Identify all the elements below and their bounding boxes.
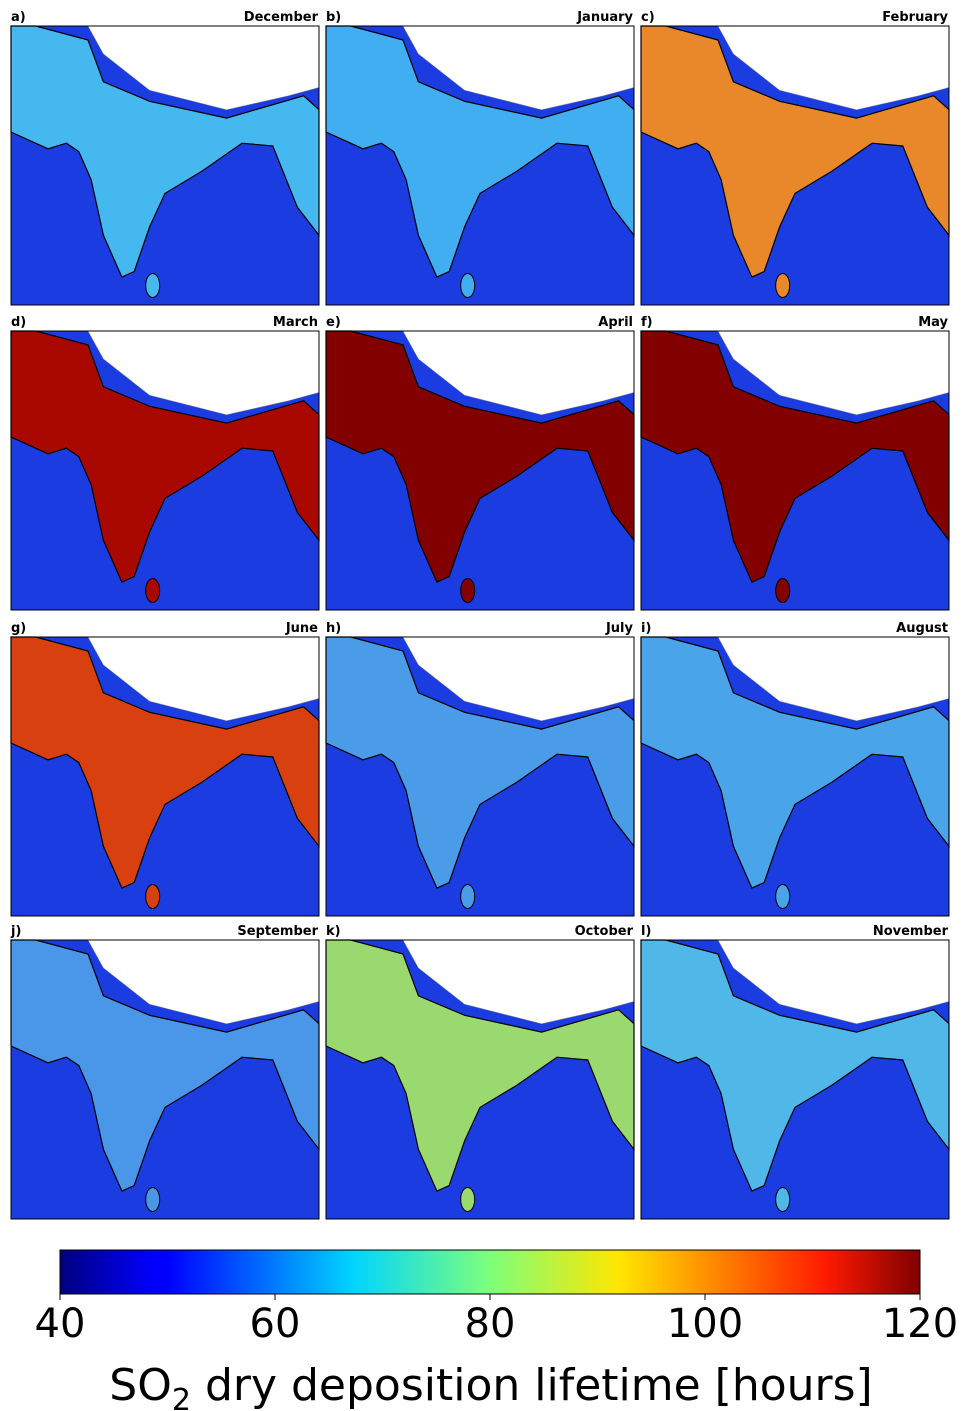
tick-label: 120 [882,1301,958,1347]
panel-letter: h) [326,621,341,636]
panel-letter: i) [641,621,651,636]
map-panel: b) January [326,10,634,305]
panel-month: July [605,621,634,636]
panel-letter: e) [326,315,341,330]
map-panel: f) May [641,315,949,610]
panel-letter: l) [641,924,651,939]
figure: a) December b) January c) February d) March e) Ap… [0,0,967,1411]
panel-month: March [273,315,318,330]
island [146,1187,160,1211]
map-panel: i) August [641,621,949,916]
island [146,884,160,908]
panel-letter: d) [11,315,26,330]
island [776,578,790,602]
map-panel: e) April [326,315,634,610]
colorbar-label: SO2 dry deposition lifetime [hours] [109,1360,872,1411]
tick-label: 40 [35,1301,86,1347]
island [146,578,160,602]
map-panel: l) November [641,924,949,1219]
panel-month: August [896,621,948,636]
map-panel: k) October [326,924,634,1219]
island [776,884,790,908]
map-panel: d) March [11,315,319,610]
map-panel: j) September [10,924,319,1219]
island [776,273,790,297]
panel-letter: b) [326,10,341,25]
tick-label: 80 [465,1301,516,1347]
panel-month: September [237,924,318,939]
panel-month: October [575,924,634,939]
label-part: SO [109,1360,172,1411]
colorbar [60,1250,920,1294]
island [461,273,475,297]
island [461,884,475,908]
panel-month: December [244,10,319,25]
map-panel: g) June [11,621,319,916]
map-panel: a) December [11,10,319,305]
map-panel: h) July [326,621,634,916]
tick-label: 100 [667,1301,743,1347]
panel-month: April [598,315,633,330]
panel-letter: c) [641,10,655,25]
panel-month: January [576,10,633,25]
panel-month: February [882,10,948,25]
label-part: 2 [172,1383,191,1411]
panel-month: November [873,924,949,939]
panel-letter: j) [10,924,21,939]
panel-month: June [285,621,318,636]
label-part: dry deposition lifetime [hours] [191,1360,873,1411]
island [146,273,160,297]
panel-letter: g) [11,621,26,636]
map-panel: c) February [641,10,949,305]
island [776,1187,790,1211]
panel-month: May [918,315,948,330]
tick-label: 60 [250,1301,301,1347]
panel-letter: f) [641,315,653,330]
panel-letter: a) [11,10,26,25]
island [461,1187,475,1211]
island [461,578,475,602]
panel-letter: k) [326,924,341,939]
